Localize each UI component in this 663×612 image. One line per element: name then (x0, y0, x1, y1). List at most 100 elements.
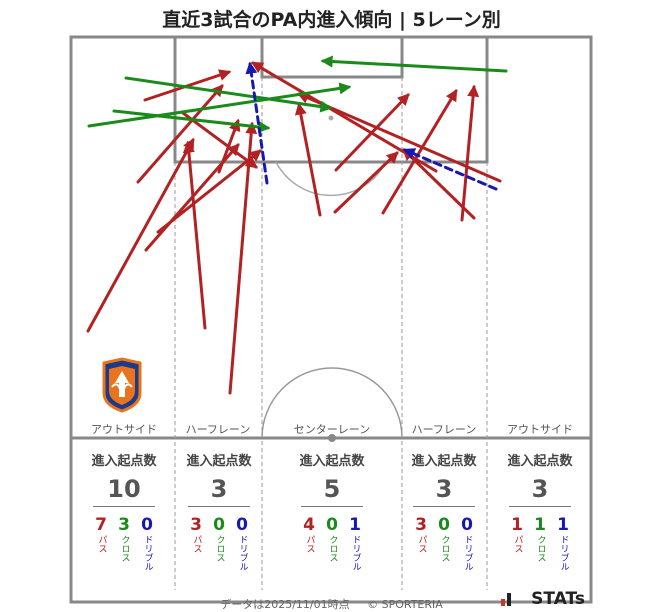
pass-count: 3 (190, 515, 202, 535)
pass-arrow (182, 140, 207, 330)
pass-label: パス (416, 535, 427, 553)
pass-count: 3 (415, 515, 427, 535)
pass-arrow (294, 102, 322, 217)
cross-count: 3 (118, 515, 130, 535)
penalty-arc (275, 161, 387, 197)
stat-heading: 進入起点数 (507, 454, 573, 469)
stat-dribble: 0 ドリブル (234, 515, 250, 571)
pass-label: パス (512, 535, 523, 553)
stat-cross: 0 クロス (324, 515, 340, 571)
lane-stats-center: 進入起点数 5 4 パス 0 クロス 1 ドリブル (277, 450, 387, 571)
stat-total: 5 (323, 475, 341, 503)
dribble-count: 1 (557, 515, 569, 535)
footer: データは2025/11/01時点 © SPORTERIA (0, 596, 663, 612)
cross-count: 0 (438, 515, 450, 535)
stat-pass: 7 パス (93, 515, 109, 571)
dribble-label: ドリブル (462, 535, 473, 571)
pass-label: パス (304, 535, 315, 553)
footer-copyright: © SPORTERIA (367, 598, 443, 611)
lane-label-right-halfspace: ハーフレーン (411, 423, 477, 436)
stat-breakdown: 7 パス 3 クロス 0 ドリブル (69, 515, 179, 571)
dribble-label: ドリブル (237, 535, 248, 571)
dribble-label: ドリブル (350, 535, 361, 571)
stat-divider (301, 506, 363, 507)
stat-total: 10 (107, 475, 141, 503)
pass-arrow (333, 151, 399, 214)
pass-arrow (181, 111, 258, 169)
pass-arrow (381, 88, 458, 215)
lane-label-left-outside: アウトサイド (91, 423, 157, 436)
cross-count: 1 (534, 515, 546, 535)
pass-arrow (156, 149, 262, 234)
chart-title: 直近3試合のPA内進入傾向 | 5レーン別 (162, 9, 501, 31)
lane-label-center: センターレーン (293, 423, 371, 436)
stat-dribble: 1 ドリブル (555, 515, 571, 571)
stat-heading: 進入起点数 (91, 454, 157, 469)
stat-cross: 0 クロス (211, 515, 227, 571)
dribble-arrow (245, 61, 269, 185)
arrows-layer (86, 55, 508, 395)
stat-dribble: 1 ドリブル (347, 515, 363, 571)
stat-dribble: 0 ドリブル (139, 515, 155, 571)
center-circle (261, 367, 403, 439)
cross-arrow (112, 109, 271, 133)
pass-arrow (86, 137, 195, 333)
lane-stats-left-halfspace: 進入起点数 3 3 パス 0 クロス 0 ドリブル (164, 450, 274, 571)
stat-pass: 3 パス (413, 515, 429, 571)
pass-arrow (460, 84, 480, 222)
stat-cross: 1 クロス (532, 515, 548, 571)
pass-count: 1 (511, 515, 523, 535)
stat-divider (509, 506, 571, 507)
cross-label: クロス (119, 535, 130, 562)
stat-divider (413, 506, 475, 507)
cross-count: 0 (213, 515, 225, 535)
cross-count: 0 (326, 515, 338, 535)
stat-pass: 4 パス (301, 515, 317, 571)
dribble-arrow (402, 148, 498, 191)
stat-breakdown: 3 パス 0 クロス 0 ドリブル (389, 515, 499, 571)
stat-pass: 3 パス (188, 515, 204, 571)
brand-name: STATs (531, 589, 585, 609)
dribble-label: ドリブル (142, 535, 153, 571)
cross-label: クロス (327, 535, 338, 562)
stat-total: 3 (435, 475, 453, 503)
center-spot (328, 434, 336, 442)
penalty-spot (328, 115, 334, 121)
lane-label-right-outside: アウトサイド (507, 423, 573, 436)
dribble-count: 0 (236, 515, 248, 535)
stat-divider (188, 506, 250, 507)
lane-stats-left-outside: 進入起点数 10 7 パス 3 クロス 0 ドリブル (69, 450, 179, 571)
goal-area (260, 35, 404, 79)
pass-count: 7 (95, 515, 107, 535)
cross-arrow (87, 82, 352, 128)
stat-breakdown: 4 パス 0 クロス 1 ドリブル (277, 515, 387, 571)
cross-label: クロス (439, 535, 450, 562)
stat-total: 3 (210, 475, 228, 503)
stat-dribble: 0 ドリブル (459, 515, 475, 571)
pass-label: パス (191, 535, 202, 553)
stat-heading: 進入起点数 (299, 454, 365, 469)
dribble-count: 1 (349, 515, 361, 535)
cross-label: クロス (535, 535, 546, 562)
cross-arrow (124, 76, 333, 113)
pass-label: パス (96, 535, 107, 553)
stat-pass: 1 パス (509, 515, 525, 571)
stat-cross: 3 クロス (116, 515, 132, 571)
pass-arrow (402, 148, 476, 220)
stat-heading: 進入起点数 (186, 454, 252, 469)
stat-divider (93, 506, 155, 507)
field-lines (69, 35, 593, 604)
stat-breakdown: 3 パス 0 クロス 0 ドリブル (164, 515, 274, 571)
stat-heading: 進入起点数 (411, 454, 477, 469)
stat-breakdown: 1 パス 1 クロス 1 ドリブル (485, 515, 595, 571)
pass-count: 4 (303, 515, 315, 535)
cross-arrow (320, 55, 508, 73)
stat-total: 3 (531, 475, 549, 503)
stats-logo-icon (501, 593, 511, 606)
dribble-count: 0 (461, 515, 473, 535)
cross-label: クロス (214, 535, 225, 562)
dribble-count: 0 (141, 515, 153, 535)
dribble-label: ドリブル (558, 535, 569, 571)
stat-cross: 0 クロス (436, 515, 452, 571)
